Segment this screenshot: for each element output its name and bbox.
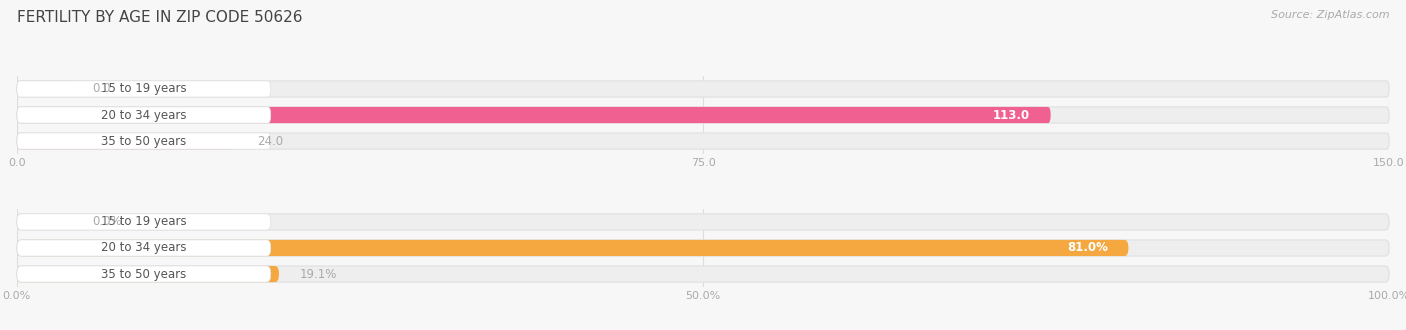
Text: 24.0: 24.0 (257, 135, 283, 148)
FancyBboxPatch shape (17, 107, 1389, 123)
FancyBboxPatch shape (17, 214, 1389, 230)
Text: 20 to 34 years: 20 to 34 years (101, 242, 187, 254)
FancyBboxPatch shape (17, 133, 1389, 149)
FancyBboxPatch shape (17, 107, 271, 123)
Text: 0.0: 0.0 (93, 82, 111, 95)
FancyBboxPatch shape (17, 240, 1129, 256)
FancyBboxPatch shape (17, 81, 72, 97)
FancyBboxPatch shape (17, 81, 271, 97)
Text: 15 to 19 years: 15 to 19 years (101, 82, 187, 95)
Text: FERTILITY BY AGE IN ZIP CODE 50626: FERTILITY BY AGE IN ZIP CODE 50626 (17, 10, 302, 25)
Text: 20 to 34 years: 20 to 34 years (101, 109, 187, 121)
Text: 19.1%: 19.1% (299, 268, 337, 280)
FancyBboxPatch shape (17, 133, 271, 149)
FancyBboxPatch shape (17, 214, 72, 230)
FancyBboxPatch shape (17, 266, 278, 282)
FancyBboxPatch shape (17, 266, 1389, 282)
FancyBboxPatch shape (17, 266, 271, 282)
Text: Source: ZipAtlas.com: Source: ZipAtlas.com (1271, 10, 1389, 20)
Text: 35 to 50 years: 35 to 50 years (101, 135, 187, 148)
FancyBboxPatch shape (17, 240, 271, 256)
Text: 35 to 50 years: 35 to 50 years (101, 268, 187, 280)
FancyBboxPatch shape (17, 107, 1050, 123)
FancyBboxPatch shape (17, 240, 1389, 256)
Text: 15 to 19 years: 15 to 19 years (101, 215, 187, 228)
FancyBboxPatch shape (17, 214, 271, 230)
FancyBboxPatch shape (17, 81, 1389, 97)
Text: 113.0: 113.0 (993, 109, 1031, 121)
FancyBboxPatch shape (17, 133, 236, 149)
Text: 81.0%: 81.0% (1067, 242, 1108, 254)
Text: 0.0%: 0.0% (93, 215, 122, 228)
